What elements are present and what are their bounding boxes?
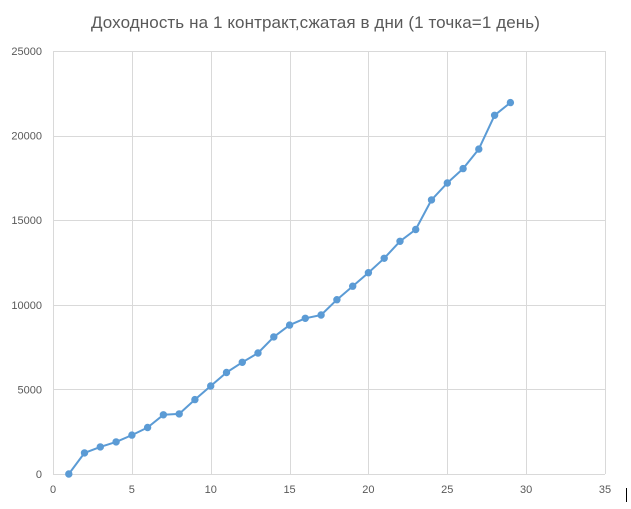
y-tick-label: 10000 [11,300,42,312]
x-tick-label: 30 [520,484,532,496]
y-tick-label: 25000 [11,46,42,58]
axes: 0 5 10 15 20 25 30 35 0 5000 10000 15000 20000 25000 [11,46,611,496]
data-point [459,164,467,173]
chart-title: Доходность на 1 контракт,сжатая в дни (1… [91,13,540,32]
data-point [96,443,104,451]
x-tick-label: 20 [362,484,374,496]
data-point [317,311,325,319]
x-tick-label: 35 [599,484,611,496]
data-point [80,449,89,457]
data-point [128,431,136,439]
data-series [65,98,515,478]
x-tick-label: 25 [441,484,453,496]
x-tick-label: 10 [205,484,217,496]
data-point [475,145,483,153]
data-point [112,438,120,446]
data-point [270,333,278,341]
data-point [380,254,388,262]
series-line [67,101,512,475]
y-tick-label: 5000 [18,384,42,396]
data-point [364,269,373,277]
data-point [191,395,199,404]
data-point [301,314,309,322]
data-point [427,196,436,204]
data-point [412,225,420,234]
data-point [254,349,262,357]
data-point [490,111,499,119]
y-tick-label: 0 [36,469,42,481]
x-tick-label: 5 [129,484,135,496]
gridlines [53,51,606,475]
data-point [175,410,183,418]
data-point [396,237,404,245]
data-point [349,282,357,290]
y-tick-label: 20000 [11,131,42,143]
data-point [506,98,515,107]
edge-marker [626,488,627,502]
data-point [222,368,231,377]
data-point [333,296,341,304]
x-tick-label: 0 [50,484,56,496]
x-tick-label: 15 [283,484,295,496]
data-point [238,358,246,366]
data-point [443,179,451,187]
data-point [143,423,152,432]
data-point [206,382,215,390]
data-point [159,411,168,419]
data-point [65,470,73,478]
y-tick-label: 15000 [11,215,42,227]
data-point [285,321,294,329]
